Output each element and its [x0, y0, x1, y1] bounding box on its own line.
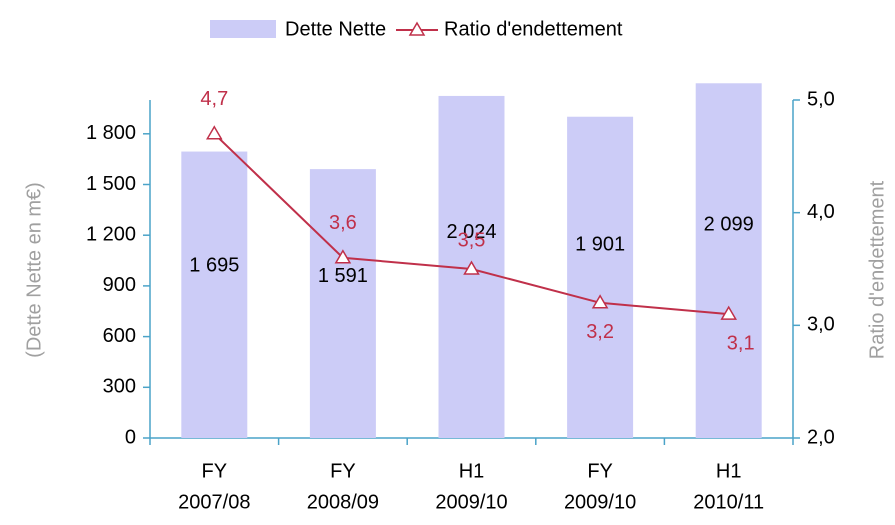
- y-tick-label: 600: [103, 325, 136, 347]
- line-marker: [720, 305, 738, 320]
- y-tick-label: 300: [103, 376, 136, 398]
- line-marker: [463, 260, 480, 275]
- bar: [181, 151, 248, 439]
- bar-value-label: 1 591: [318, 265, 368, 287]
- x-tick-label: 2010/11: [693, 491, 764, 513]
- y2-tick-label: 4,0: [807, 201, 835, 223]
- y-tick-label: 1 200: [86, 223, 136, 245]
- x-tick-label: 2009/10: [564, 491, 636, 513]
- y2-axis-title: Ratio d'endettement: [866, 180, 888, 359]
- line-value-label: 3,2: [586, 321, 614, 343]
- line-marker: [591, 294, 609, 309]
- bar: [567, 116, 634, 438]
- line-marker: [205, 125, 223, 140]
- y2-tick-label: 2,0: [807, 426, 835, 448]
- legend-marker: [408, 21, 426, 36]
- bar-value-label: 2 024: [446, 221, 496, 243]
- line-marker: [334, 249, 352, 264]
- line-value-label: 3,1: [727, 332, 755, 354]
- bar-value-label: 1 901: [575, 234, 625, 256]
- y-tick-label: 1 500: [86, 173, 136, 195]
- y2-tick-label: 5,0: [807, 88, 835, 110]
- line-value-label: 3,5: [458, 229, 486, 251]
- x-tick-label: FY: [587, 460, 613, 482]
- y2-tick-label: 3,0: [807, 314, 835, 336]
- x-tick-label: H1: [716, 460, 742, 482]
- bar: [309, 169, 376, 438]
- legend-label: Ratio d'endettement: [444, 18, 623, 40]
- y-axis-title: (Dette Nette en m€): [23, 182, 45, 358]
- line-value-label: 4,7: [200, 88, 228, 110]
- x-tick-label: H1: [459, 460, 485, 482]
- line-value-label: 3,6: [329, 212, 357, 234]
- x-tick-label: 2007/08: [178, 491, 250, 513]
- y-tick-label: 1 800: [86, 122, 136, 144]
- legend-swatch: [210, 20, 276, 38]
- bar-value-label: 1 695: [189, 254, 239, 276]
- x-tick-label: 2009/10: [435, 491, 507, 513]
- bar-value-label: 2 099: [704, 213, 754, 235]
- y-tick-label: 900: [103, 274, 136, 296]
- x-tick-label: FY: [330, 460, 356, 482]
- x-tick-label: FY: [202, 460, 228, 482]
- y-tick-label: 0: [125, 426, 136, 448]
- x-tick-label: 2008/09: [307, 491, 379, 513]
- bar: [695, 83, 762, 439]
- legend-label: Dette Nette: [285, 18, 386, 40]
